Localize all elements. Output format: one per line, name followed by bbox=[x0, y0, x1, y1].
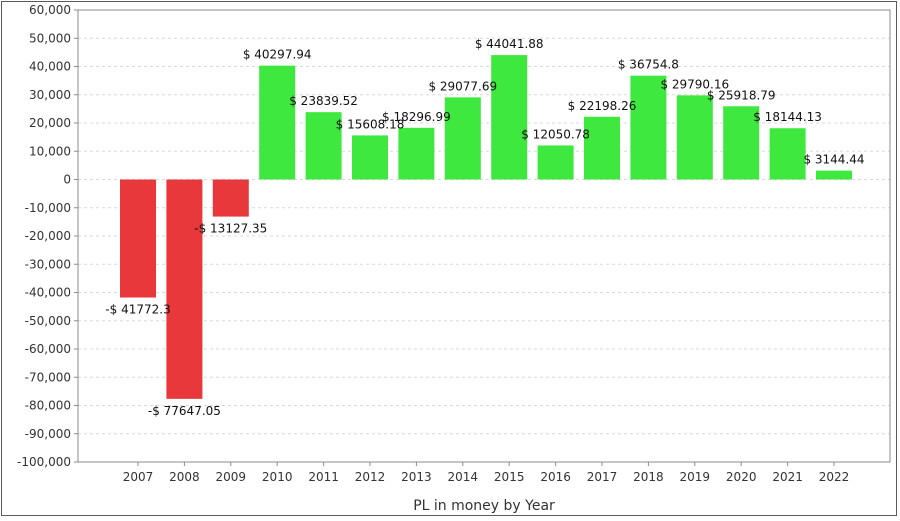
bar-2008[interactable] bbox=[166, 179, 203, 399]
bar-2013[interactable] bbox=[398, 127, 435, 180]
data-label-2017: $ 22198.26 bbox=[568, 99, 637, 113]
data-label-2013: $ 18296.99 bbox=[382, 110, 451, 124]
bar-2020[interactable] bbox=[723, 106, 760, 180]
data-labels: -$ 41772.3 -$ 77647.05 -$ 13127.35 $ 40297.… bbox=[105, 37, 864, 418]
bar-2007[interactable] bbox=[120, 179, 156, 298]
y-tick-label: -10,000 bbox=[25, 201, 71, 215]
y-tick-label: 40,000 bbox=[29, 60, 71, 74]
x-axis-ticks: 2007 2008 2009 2010 2011 2012 2013 2014 2015 2016… bbox=[123, 462, 850, 484]
x-tick-label: 2015 bbox=[494, 470, 525, 484]
bars bbox=[120, 55, 852, 399]
data-label-2020: $ 25918.79 bbox=[707, 88, 776, 102]
bar-2010[interactable] bbox=[259, 65, 296, 180]
x-tick-label: 2012 bbox=[355, 470, 386, 484]
bar-2017[interactable] bbox=[584, 116, 620, 180]
y-tick-label: -20,000 bbox=[25, 229, 71, 243]
bar-2021[interactable] bbox=[769, 128, 806, 180]
y-tick-label: -90,000 bbox=[25, 427, 71, 441]
x-tick-label: 2013 bbox=[401, 470, 432, 484]
y-tick-label: 20,000 bbox=[29, 116, 71, 130]
x-tick-label: 2018 bbox=[633, 470, 664, 484]
data-label-2007: -$ 41772.3 bbox=[105, 303, 170, 317]
data-label-2012: $ 15608.18 bbox=[336, 117, 405, 131]
data-label-2008: -$ 77647.05 bbox=[148, 404, 221, 418]
data-label-2010: $ 40297.94 bbox=[243, 48, 312, 62]
y-tick-label: -80,000 bbox=[25, 399, 71, 413]
data-label-2019: $ 29790.16 bbox=[660, 77, 729, 91]
bar-2022[interactable] bbox=[816, 170, 852, 180]
x-tick-label: 2014 bbox=[448, 470, 479, 484]
y-tick-label: -60,000 bbox=[25, 342, 71, 356]
x-tick-label: 2011 bbox=[308, 470, 339, 484]
bar-2009[interactable] bbox=[212, 179, 249, 217]
bar-2014[interactable] bbox=[444, 97, 481, 180]
y-tick-label: -50,000 bbox=[25, 314, 71, 328]
x-tick-label: 2021 bbox=[772, 470, 803, 484]
y-tick-label: 60,000 bbox=[29, 3, 71, 17]
x-tick-label: 2020 bbox=[726, 470, 757, 484]
data-label-2022: $ 3144.44 bbox=[803, 153, 864, 167]
y-tick-label: 0 bbox=[63, 173, 71, 187]
data-label-2009: -$ 13127.35 bbox=[194, 222, 267, 236]
bar-2018[interactable] bbox=[630, 75, 667, 180]
bar-2019[interactable] bbox=[676, 95, 713, 180]
data-label-2018: $ 36754.8 bbox=[618, 58, 679, 72]
data-label-2015: $ 44041.88 bbox=[475, 37, 544, 51]
y-axis-ticks: 60,000 50,000 40,000 30,000 20,000 10,000 0 -10… bbox=[17, 3, 78, 469]
x-tick-label: 2016 bbox=[540, 470, 571, 484]
x-tick-label: 2017 bbox=[587, 470, 618, 484]
bar-2016[interactable] bbox=[537, 145, 574, 180]
bar-2011[interactable] bbox=[305, 112, 342, 180]
bar-2015[interactable] bbox=[491, 55, 528, 180]
x-tick-label: 2019 bbox=[680, 470, 711, 484]
x-tick-label: 2022 bbox=[819, 470, 850, 484]
y-tick-label: -40,000 bbox=[25, 286, 71, 300]
data-label-2014: $ 29077.69 bbox=[428, 79, 497, 93]
y-tick-label: -30,000 bbox=[25, 257, 71, 271]
y-tick-label: 30,000 bbox=[29, 88, 71, 102]
y-tick-label: -100,000 bbox=[17, 455, 71, 469]
x-axis-title: PL in money by Year bbox=[413, 498, 555, 514]
x-tick-label: 2007 bbox=[123, 470, 154, 484]
data-label-2016: $ 12050.78 bbox=[521, 127, 590, 141]
y-tick-label: 50,000 bbox=[29, 31, 71, 45]
data-label-2021: $ 18144.13 bbox=[753, 110, 822, 124]
bar-2012[interactable] bbox=[352, 135, 388, 180]
plot-area-border bbox=[77, 9, 891, 463]
y-tick-label: 10,000 bbox=[29, 144, 71, 158]
x-tick-label: 2008 bbox=[169, 470, 200, 484]
y-tick-label: -70,000 bbox=[25, 370, 71, 384]
x-tick-label: 2009 bbox=[216, 470, 247, 484]
x-tick-label: 2010 bbox=[262, 470, 293, 484]
data-label-2011: $ 23839.52 bbox=[289, 94, 358, 108]
